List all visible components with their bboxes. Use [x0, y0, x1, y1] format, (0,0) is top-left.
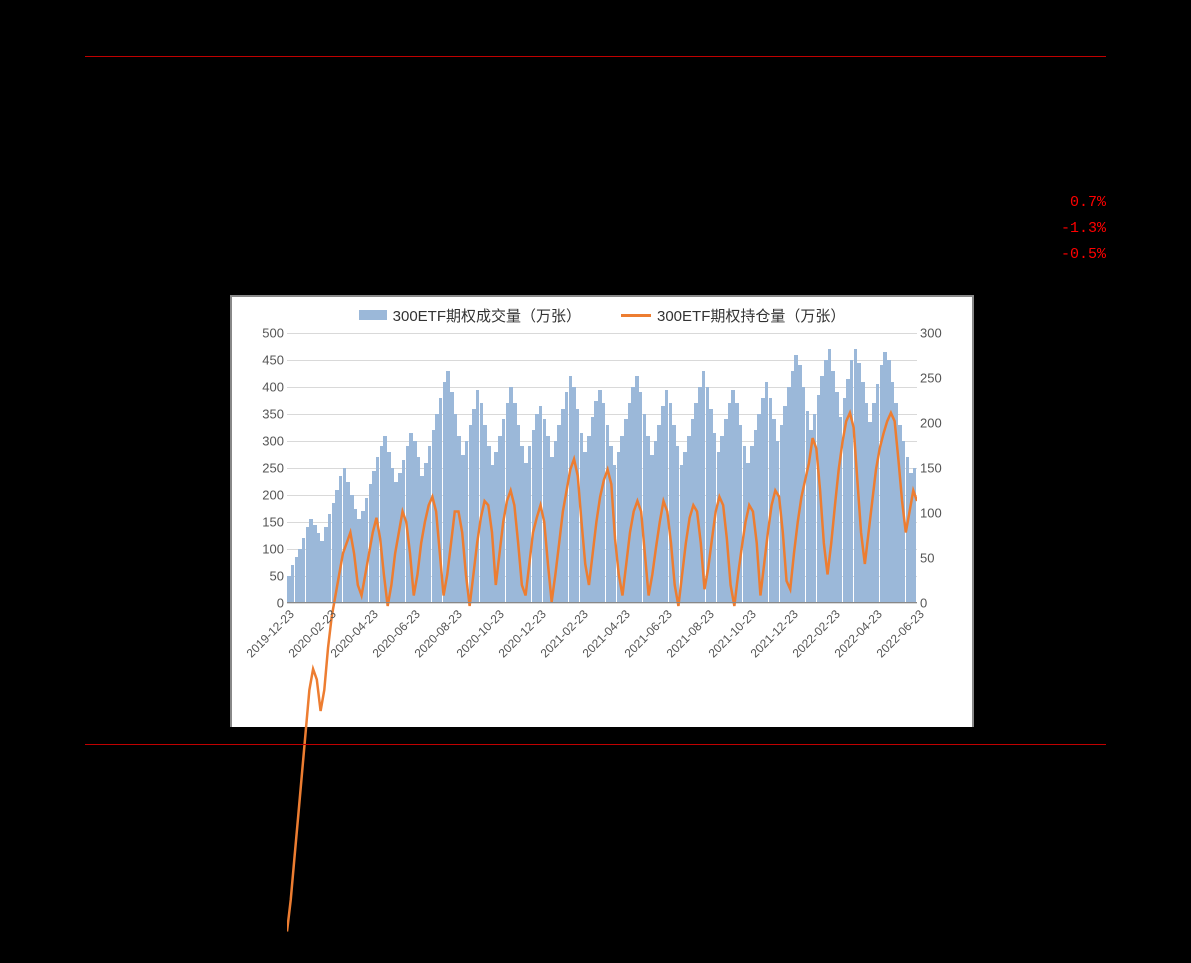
chart-panel: 300ETF期权成交量（万张） 300ETF期权持仓量（万张） 0 50 100 15… — [230, 295, 974, 727]
plot-area — [287, 333, 917, 603]
y-right-tick: 100 — [920, 506, 942, 521]
percent-value-3: -0.5% — [1061, 242, 1106, 268]
y-right-tick: 300 — [920, 326, 942, 341]
percent-value-2: -1.3% — [1061, 216, 1106, 242]
legend-bar-swatch — [359, 310, 387, 320]
y-right-tick: 150 — [920, 461, 942, 476]
legend-line-label: 300ETF期权持仓量（万张） — [657, 305, 845, 326]
y-left-tick: 450 — [262, 353, 284, 368]
legend-bar-item: 300ETF期权成交量（万张） — [359, 305, 581, 326]
y-left-tick: 500 — [262, 326, 284, 341]
y-left-tick: 300 — [262, 434, 284, 449]
y-left-tick: 400 — [262, 380, 284, 395]
y-left-tick: 250 — [262, 461, 284, 476]
y-axis-right: 050100150200250300 — [920, 333, 952, 603]
y-left-tick: 350 — [262, 407, 284, 422]
bottom-divider — [85, 744, 1106, 745]
y-right-tick: 50 — [920, 551, 934, 566]
chart-legend: 300ETF期权成交量（万张） 300ETF期权持仓量（万张） — [232, 297, 972, 333]
legend-bar-label: 300ETF期权成交量（万张） — [393, 305, 581, 326]
y-right-tick: 200 — [920, 416, 942, 431]
y-left-tick: 100 — [262, 542, 284, 557]
percent-block: 0.7% -1.3% -0.5% — [1061, 190, 1106, 268]
percent-value-1: 0.7% — [1061, 190, 1106, 216]
y-right-tick: 250 — [920, 371, 942, 386]
legend-line-item: 300ETF期权持仓量（万张） — [621, 305, 845, 326]
legend-line-swatch — [621, 314, 651, 317]
y-left-tick: 200 — [262, 488, 284, 503]
y-left-tick: 150 — [262, 515, 284, 530]
y-right-tick: 0 — [920, 596, 927, 611]
y-left-tick: 0 — [277, 596, 284, 611]
y-left-tick: 50 — [270, 569, 284, 584]
x-axis-labels: 2019-12-232020-02-232020-04-232020-06-23… — [287, 607, 917, 717]
top-divider — [85, 56, 1106, 57]
y-axis-left: 050100150200250300350400450500 — [252, 333, 284, 603]
x-axis-line — [287, 602, 917, 603]
